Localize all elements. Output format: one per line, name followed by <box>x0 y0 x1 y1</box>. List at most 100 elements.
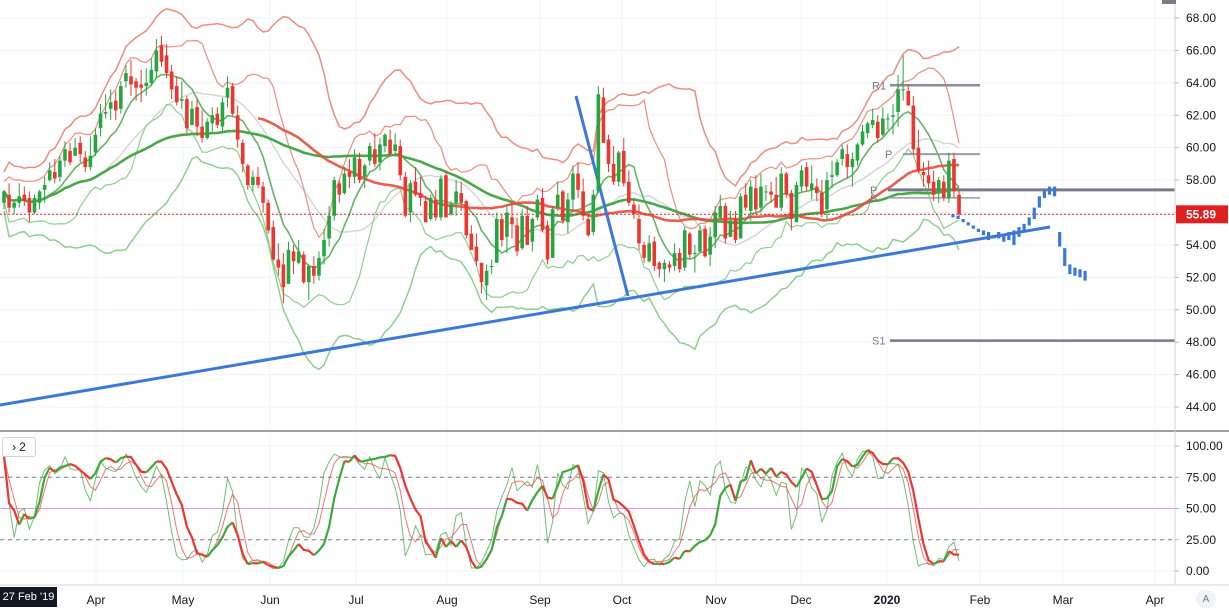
osc-tick-label: 100.00 <box>1186 439 1223 453</box>
osc-main-line <box>277 543 300 570</box>
candle-body <box>667 264 672 268</box>
candle-body <box>312 266 316 276</box>
candle-body <box>296 251 301 263</box>
candle-body <box>108 102 113 109</box>
forecast-bar <box>1027 217 1031 226</box>
candle-body <box>931 181 936 195</box>
candle-body <box>2 191 6 203</box>
candle-body <box>357 159 362 181</box>
forecast-bar <box>1078 269 1082 278</box>
candle-body <box>520 215 524 249</box>
middle-band-line <box>3 91 960 247</box>
osc-main-line <box>852 449 869 468</box>
candle-body <box>693 253 697 255</box>
osc-main-line <box>206 521 234 558</box>
candle-body <box>637 219 641 244</box>
candle-body <box>911 105 916 150</box>
candle-body <box>17 196 22 203</box>
time-tick-label: Nov <box>705 593 726 607</box>
forecast-bar <box>1032 207 1036 220</box>
candle-body <box>195 107 199 127</box>
price-tick-label: 52.00 <box>1186 270 1216 284</box>
candle-body <box>154 50 159 72</box>
candle-body <box>657 262 662 270</box>
osc-main-line <box>439 537 447 548</box>
pivot-label: P <box>870 185 877 197</box>
time-tick-label: May <box>172 593 195 607</box>
candle-body <box>662 262 667 270</box>
price-tick-label: 50.00 <box>1186 303 1216 317</box>
osc-main-line <box>262 560 279 570</box>
price-tick-label: 46.00 <box>1186 368 1216 382</box>
candle-body <box>47 170 52 181</box>
time-tick-label: Feb <box>970 593 991 607</box>
candle-body <box>596 94 601 192</box>
candle-body <box>63 149 67 161</box>
osc-main-line <box>795 467 808 488</box>
candle-body <box>530 219 535 242</box>
candle-body <box>225 87 230 98</box>
candle-body <box>571 173 575 200</box>
osc-main-line <box>942 550 950 562</box>
time-tick-label: Jun <box>260 593 279 607</box>
osc-main-line <box>476 498 508 570</box>
candle-body <box>896 89 900 113</box>
forecast-bar <box>1083 270 1087 281</box>
candle-body <box>307 266 311 283</box>
candle-body <box>804 167 809 187</box>
candle-body <box>398 146 403 176</box>
candle-body <box>98 113 103 129</box>
candle-body <box>464 201 469 236</box>
osc-main-line <box>18 513 26 526</box>
osc-main-line <box>821 458 844 501</box>
candle-body <box>942 181 946 198</box>
candle-body <box>881 118 885 135</box>
osc-main-line <box>125 455 147 474</box>
forecast-bar <box>1012 230 1016 245</box>
osc-main-line <box>445 540 452 548</box>
candle-body <box>835 162 839 176</box>
candle-body <box>886 118 890 120</box>
candle-body <box>413 181 418 195</box>
candle-body <box>723 206 728 239</box>
osc-main-line <box>455 539 463 548</box>
mid-ma-line <box>257 117 960 223</box>
candle-body <box>378 144 382 163</box>
forecast-bar <box>971 225 975 229</box>
osc-main-line <box>29 467 51 520</box>
osc-main-line <box>654 562 660 566</box>
candle-body <box>875 121 880 138</box>
candle-body <box>454 191 458 203</box>
candle-body <box>743 194 748 208</box>
candle-body <box>174 86 179 103</box>
upper-band-outer-line <box>3 7 960 188</box>
oscillator-pane-label: 2 <box>19 440 26 454</box>
candle-body <box>510 217 514 224</box>
osc-main-line <box>887 457 894 466</box>
price-tick-label: 68.00 <box>1186 11 1216 25</box>
oscillator-pane-toggle[interactable]: › 2 <box>2 437 36 457</box>
candle-body <box>672 253 677 267</box>
scale-handle-icon[interactable] <box>1162 0 1176 4</box>
osc-main-line <box>602 473 655 566</box>
candle-body <box>789 193 794 220</box>
osc-main-line <box>450 540 457 548</box>
pivot-label: P <box>885 149 892 161</box>
candle-body <box>190 108 194 125</box>
forecast-bar <box>1037 196 1041 208</box>
osc-main-line <box>2 456 21 525</box>
candle-body <box>616 152 621 182</box>
candle-body <box>291 251 296 262</box>
auto-scale-button[interactable]: A <box>1196 590 1216 608</box>
candle-body <box>230 86 235 114</box>
candle-body <box>180 99 184 101</box>
candle-body <box>535 199 540 218</box>
forecast-bar <box>1058 231 1062 247</box>
osc-main-line <box>841 457 854 468</box>
candle-body <box>921 171 926 176</box>
candle-body <box>936 180 941 192</box>
candle-body <box>342 173 347 194</box>
candle-body <box>774 194 778 208</box>
